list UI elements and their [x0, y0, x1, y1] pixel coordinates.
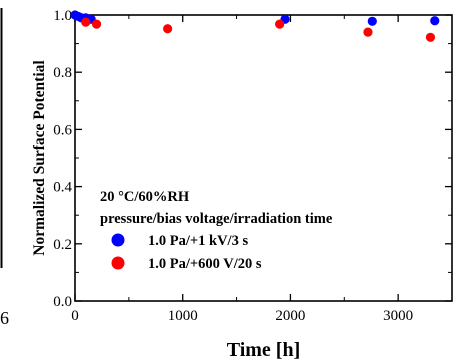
legend-label-series-2: 1.0 Pa/+600 V/20 s — [148, 256, 262, 272]
y-tick-label: 0.8 — [53, 65, 72, 81]
data-point-series-1 — [367, 16, 377, 26]
x-tick-label: 2000 — [275, 308, 305, 324]
x-axis-title: Time [h] — [227, 339, 301, 361]
legend-label-series-1: 1.0 Pa/+1 kV/3 s — [148, 233, 248, 249]
data-point-series-2 — [275, 19, 285, 29]
legend-header-line: 20 °C/60%RH — [100, 189, 190, 205]
x-tick-label: 1000 — [168, 308, 198, 324]
x-tick-label: 3000 — [383, 308, 413, 324]
y-axis-title: Normalized Surface Potential — [31, 60, 48, 256]
y-tick-label: 1.0 — [53, 8, 72, 24]
legend-header-line: pressure/bias voltage/irradiation time — [100, 211, 333, 227]
y-tick-label: 0.4 — [53, 180, 72, 196]
data-point-series-2 — [91, 19, 102, 29]
x-tick-label: 0 — [71, 308, 79, 324]
y-tick-label: 0.0 — [53, 294, 72, 310]
legend-marker-series-1 — [111, 233, 125, 247]
data-point-series-2 — [81, 17, 91, 27]
legend-marker-series-2 — [111, 256, 125, 270]
data-point-series-2 — [425, 32, 436, 42]
left-edge-fragment: 6 — [0, 308, 9, 328]
y-tick-label: 0.6 — [53, 122, 72, 138]
data-point-series-1 — [430, 16, 440, 26]
data-point-series-2 — [363, 27, 373, 37]
data-point-series-2 — [163, 24, 173, 34]
y-tick-label: 0.2 — [53, 237, 72, 253]
plot-frame — [74, 14, 453, 302]
